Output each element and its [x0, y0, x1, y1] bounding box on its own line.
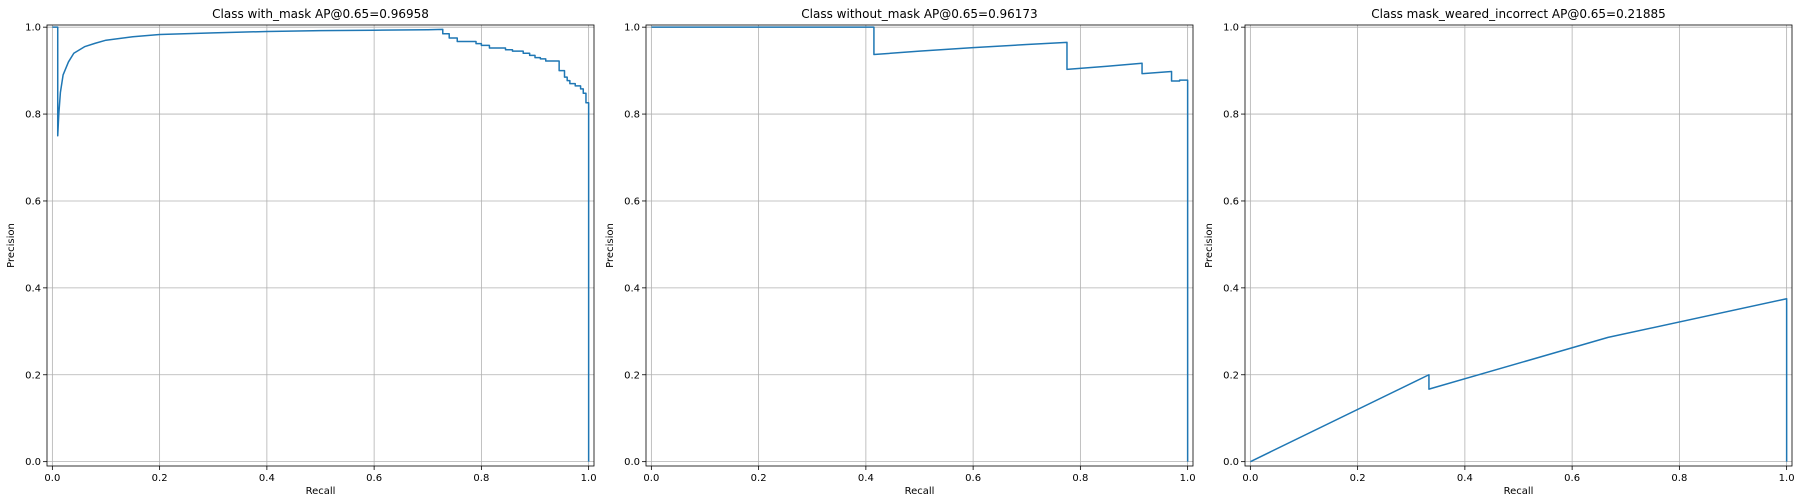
y-tick-label: 0.0	[25, 457, 41, 468]
grid	[646, 25, 1193, 466]
grid	[47, 25, 594, 466]
x-tick-label: 0.4	[858, 473, 874, 484]
x-tick-label: 1.0	[1180, 473, 1196, 484]
x-tick-label: 0.8	[1072, 473, 1088, 484]
y-axis-label: Precision	[1204, 223, 1215, 268]
y-tick-label: 0.6	[624, 196, 640, 207]
y-tick-label: 0.8	[25, 110, 41, 121]
y-tick-label: 1.0	[1223, 23, 1239, 34]
y-tick-label: 0.6	[1223, 196, 1239, 207]
axes-frame	[645, 24, 1194, 467]
y-tick-label: 0.8	[1223, 110, 1239, 121]
axes-frame	[1244, 24, 1793, 467]
x-axis-label: Recall	[306, 486, 336, 497]
x-tick-label: 0.0	[44, 473, 60, 484]
chart-panel: 0.0 0.2 0.4 0.6 0.8 1.0 0.0 0.2 0.4 0.6 0.8 1.0 Clas…	[605, 7, 1196, 497]
x-tick-label: 0.6	[965, 473, 981, 484]
axes-frame	[46, 24, 595, 467]
x-tick-label: 0.4	[1457, 473, 1473, 484]
x-tick-label: 1.0	[581, 473, 597, 484]
x-tick-label: 0.2	[1350, 473, 1366, 484]
y-axis-label: Precision	[605, 223, 616, 268]
y-tick-label: 0.0	[1223, 457, 1239, 468]
chart-panel: 0.0 0.2 0.4 0.6 0.8 1.0 0.0 0.2 0.4 0.6 0.8 1.0 Clas…	[1204, 7, 1795, 497]
x-tick-label: 0.2	[152, 473, 168, 484]
y-tick-label: 0.0	[624, 457, 640, 468]
y-tick-label: 0.4	[1223, 283, 1239, 294]
x-tick-label: 0.6	[366, 473, 382, 484]
y-tick-label: 0.4	[25, 283, 41, 294]
x-axis-label: Recall	[905, 486, 935, 497]
y-tick-label: 1.0	[624, 23, 640, 34]
x-axis-label: Recall	[1504, 486, 1534, 497]
x-tick-label: 0.8	[1671, 473, 1687, 484]
x-tick-label: 0.4	[259, 473, 275, 484]
x-tick-label: 0.0	[643, 473, 659, 484]
y-tick-label: 0.8	[624, 110, 640, 121]
y-tick-label: 0.6	[25, 196, 41, 207]
y-tick-label: 0.2	[25, 370, 41, 381]
x-tick-label: 0.2	[751, 473, 767, 484]
y-axis-label: Precision	[6, 223, 17, 268]
y-tick-label: 0.2	[1223, 370, 1239, 381]
pr-curve-line	[52, 26, 590, 462]
x-tick-label: 0.8	[473, 473, 489, 484]
pr-curve-line	[651, 26, 1189, 462]
chart-title: Class mask_weared_incorrect AP@0.65=0.21…	[1371, 7, 1665, 21]
pr-curve-line	[1250, 297, 1788, 463]
chart-title: Class without_mask AP@0.65=0.96173	[801, 7, 1037, 21]
chart-title: Class with_mask AP@0.65=0.96958	[212, 7, 429, 21]
y-tick-label: 1.0	[25, 23, 41, 34]
x-tick-label: 0.6	[1564, 473, 1580, 484]
x-tick-label: 0.0	[1242, 473, 1258, 484]
x-tick-label: 1.0	[1779, 473, 1795, 484]
chart-panel: 0.0 0.2 0.4 0.6 0.8 1.0 0.0 0.2 0.4 0.6 0.8 1.0 Clas…	[6, 7, 597, 497]
y-tick-label: 0.2	[624, 370, 640, 381]
y-tick-label: 0.4	[624, 283, 640, 294]
grid	[1245, 25, 1792, 466]
